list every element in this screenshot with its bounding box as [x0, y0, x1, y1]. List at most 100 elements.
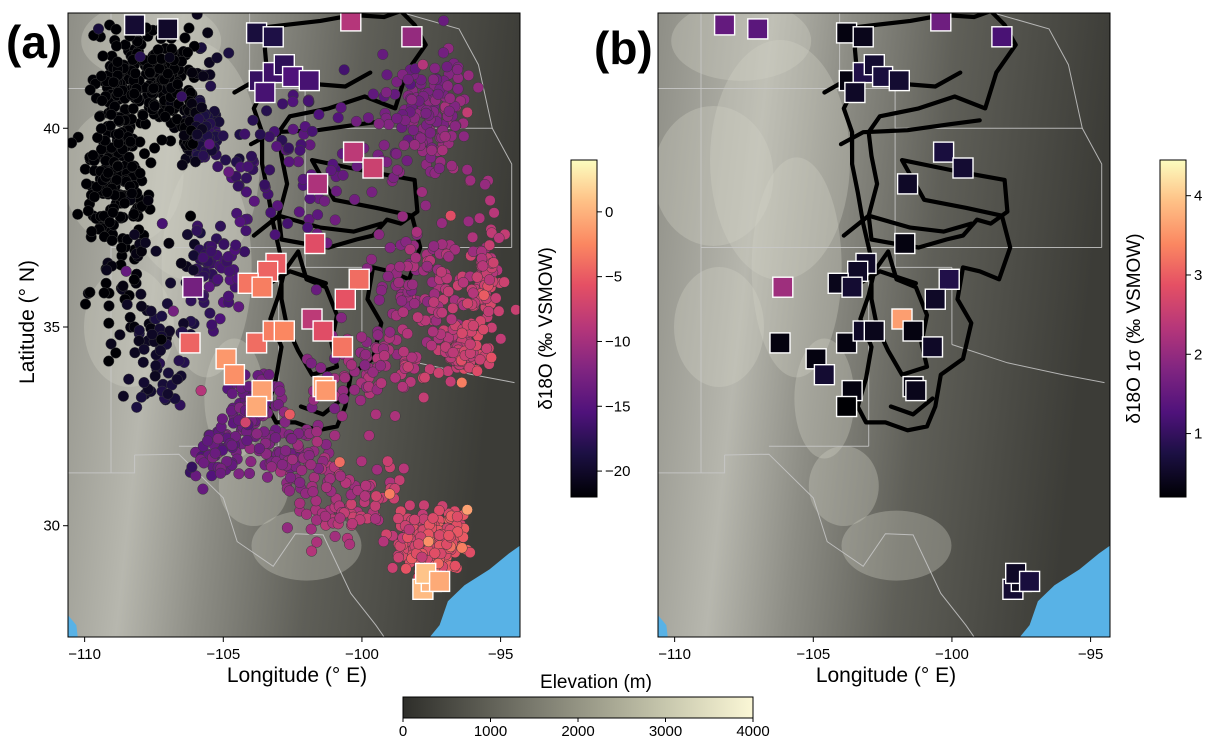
precipitation-point: [315, 362, 327, 374]
site-marker: [123, 14, 146, 36]
precipitation-point: [110, 347, 122, 359]
precipitation-point: [79, 163, 91, 175]
colorbar-tick-label: 0: [605, 204, 613, 221]
precipitation-point: [446, 160, 458, 172]
precipitation-point: [335, 102, 347, 114]
precipitation-point: [490, 292, 502, 304]
precipitation-point: [337, 169, 349, 181]
precipitation-point: [146, 328, 158, 340]
precipitation-point: [348, 384, 361, 396]
precipitation-point: [104, 216, 116, 228]
elevation-tick-label: 1000: [474, 723, 507, 740]
precipitation-point: [242, 161, 254, 173]
site-marker: [896, 173, 919, 195]
site-marker: [331, 336, 354, 358]
gulf-of-mexico: [429, 545, 520, 637]
precipitation-point: [101, 186, 113, 198]
precipitation-point: [409, 514, 421, 526]
precipitation-point: [391, 164, 403, 176]
precipitation-point: [362, 112, 374, 124]
aquifer-boundary: [841, 213, 974, 238]
site-marker: [902, 320, 924, 342]
precipitation-point: [82, 205, 94, 217]
precipitation-point: [286, 433, 298, 445]
precipitation-point: [392, 512, 404, 525]
precipitation-point: [96, 95, 108, 107]
precipitation-point: [336, 410, 348, 422]
precipitation-point: [247, 114, 259, 126]
precipitation-point: [131, 35, 144, 47]
precipitation-point: [197, 150, 209, 162]
elevation-tick-label: 3000: [649, 723, 682, 740]
precipitation-point: [191, 128, 203, 140]
precipitation-point: [142, 194, 154, 206]
precipitation-point: [185, 210, 197, 222]
precipitation-point: [370, 490, 382, 502]
precipitation-point: [306, 125, 318, 137]
aquifer-boundary: [251, 213, 384, 238]
precipitation-point: [440, 341, 452, 353]
precipitation-point: [119, 197, 131, 209]
precipitation-point: [305, 357, 317, 369]
mountain-relief: [671, 13, 812, 81]
precipitation-point: [302, 95, 314, 107]
precipitation-point: [369, 513, 382, 525]
precipitation-point: [479, 179, 491, 191]
precipitation-point: [245, 150, 258, 162]
precipitation-point: [338, 393, 350, 405]
precipitation-point: [433, 367, 445, 379]
precipitation-point: [222, 290, 235, 302]
colorbar-tick-label: 2: [1194, 346, 1202, 363]
precipitation-point: [135, 288, 147, 300]
y-tick-label: 30: [43, 518, 60, 535]
precipitation-point: [427, 326, 439, 338]
precipitation-point: [487, 257, 500, 269]
state-boundary: [68, 455, 136, 474]
precipitation-point: [110, 23, 122, 35]
d18o-colorbar: 0 −5 −10 −15 −20 δ18O (‰ VSMOW): [536, 159, 630, 498]
precipitation-point: [220, 154, 232, 166]
precipitation-point: [417, 59, 429, 71]
precipitation-point: [330, 185, 342, 197]
precipitation-point: [110, 40, 123, 52]
precipitation-point: [179, 32, 191, 44]
precipitation-point: [389, 372, 401, 384]
precipitation-point: [304, 193, 316, 205]
precipitation-point: [212, 161, 224, 173]
site-marker: [262, 26, 284, 48]
precipitation-point: [471, 365, 483, 377]
precipitation-point: [127, 103, 139, 115]
precipitation-point: [223, 47, 235, 59]
site-marker: [179, 332, 201, 354]
precipitation-point: [510, 304, 520, 316]
precipitation-point: [296, 464, 308, 476]
precipitation-point: [123, 373, 135, 385]
precipitation-point: [311, 536, 323, 548]
precipitation-point: [259, 179, 271, 191]
precipitation-point: [319, 510, 331, 522]
precipitation-point: [284, 472, 297, 484]
site-marker: [245, 395, 268, 418]
panel-b-xlabel: Longitude (° E): [816, 664, 956, 687]
precipitation-point: [378, 139, 390, 151]
precipitation-point: [451, 511, 463, 523]
precipitation-point: [263, 369, 275, 381]
precipitation-point: [402, 361, 414, 373]
precipitation-point: [137, 109, 149, 121]
precipitation-point: [356, 455, 368, 467]
precipitation-point: [443, 105, 455, 117]
precipitation-point: [187, 264, 199, 276]
precipitation-point: [72, 208, 84, 220]
precipitation-point: [138, 377, 150, 389]
precipitation-point: [458, 130, 470, 142]
precipitation-point: [373, 228, 385, 241]
precipitation-point: [148, 82, 160, 94]
precipitation-point: [464, 338, 476, 350]
panel-a-letter: (a): [6, 16, 62, 68]
site-marker: [182, 276, 204, 298]
site-marker: [924, 288, 946, 310]
precipitation-point: [461, 504, 473, 516]
precipitation-point: [191, 13, 203, 20]
precipitation-point: [378, 350, 390, 362]
